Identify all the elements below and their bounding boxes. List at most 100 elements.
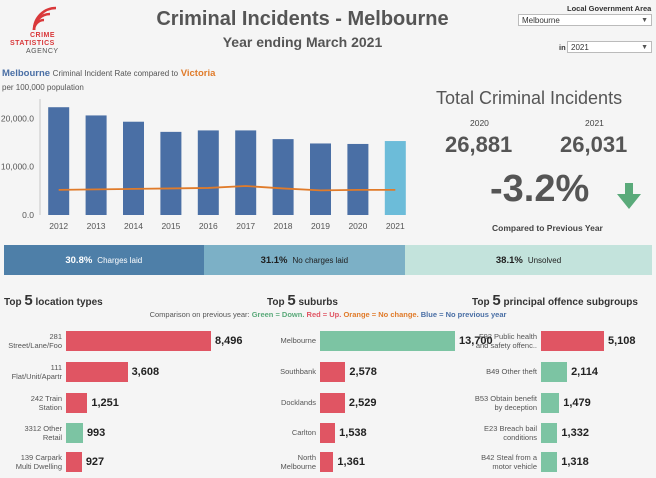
- bar-2020[interactable]: [347, 143, 369, 215]
- location-label: 111 Flat/Unit/Apartr: [11, 363, 62, 381]
- outcome-segment-0[interactable]: 30.8% Charges laid: [4, 245, 204, 275]
- bar-2018[interactable]: [272, 139, 294, 215]
- offence-value: 1,318: [561, 456, 589, 468]
- location-value: 3,608: [131, 366, 160, 378]
- logo: CRIME STATISTICS AGENCY: [8, 4, 68, 56]
- location-value: 8,496: [215, 335, 243, 347]
- bar-2021[interactable]: [384, 141, 406, 215]
- page-subtitle: Year ending March 2021: [222, 34, 383, 50]
- x-tick-label: 2021: [386, 221, 405, 231]
- suburb-bar[interactable]: [320, 362, 346, 382]
- offence-value: 1,479: [563, 397, 591, 409]
- rate-label: Criminal Incident Rate compared to: [52, 69, 179, 78]
- location-bar[interactable]: [66, 393, 88, 413]
- suburb-label: North Melbourne: [280, 453, 316, 471]
- offence-label: F92 Public health and safety offenc..: [475, 332, 537, 350]
- totals-year-prev: 2020: [470, 118, 489, 128]
- offence-label: B49 Other theft: [486, 367, 537, 376]
- offence-label: E23 Breach bail conditions: [484, 424, 537, 442]
- year-select[interactable]: 2021 ▼: [567, 41, 652, 53]
- x-tick-label: 2013: [87, 221, 106, 231]
- outcome-segment-1[interactable]: 31.1% No charges laid: [203, 245, 406, 275]
- year-select-value: 2021: [571, 43, 589, 52]
- suburb-value: 1,361: [337, 456, 365, 468]
- y-tick-label: 0.0: [22, 210, 34, 220]
- suburb-label: Melbourne: [280, 336, 316, 345]
- offence-bar[interactable]: [541, 393, 560, 413]
- bar-2012[interactable]: [48, 107, 70, 215]
- off-section-title: Top 5 principal offence subgroups: [472, 292, 638, 309]
- suburb-value: 1,538: [339, 427, 367, 439]
- location-bar[interactable]: [66, 423, 83, 443]
- location-value: 927: [85, 456, 105, 468]
- location-bar[interactable]: [66, 331, 211, 351]
- y-tick-label: 20,000.0: [1, 113, 34, 123]
- in-label: in: [559, 43, 566, 52]
- offence-bar[interactable]: [541, 423, 558, 443]
- area-select-value: Melbourne: [522, 16, 560, 25]
- location-label: 139 Carpark Multi Dwelling: [15, 453, 62, 471]
- location-value: 993: [86, 427, 106, 439]
- comparison-legend: Comparison on previous year: Green = Dow…: [149, 310, 507, 319]
- suburb-bar[interactable]: [320, 393, 345, 413]
- y-tick-label: 10,000.0: [1, 162, 34, 172]
- outcome-label: No charges laid: [292, 255, 349, 265]
- suburb-value: 13,700: [459, 335, 493, 347]
- sub-section-title: Top 5 suburbs: [267, 292, 338, 309]
- outcome-label: Unsolved: [527, 255, 562, 265]
- totals-value-prev: 26,881: [445, 132, 513, 157]
- bar-2013[interactable]: [85, 115, 107, 215]
- outcome-pct: 30.8%: [65, 254, 93, 266]
- logo-line-3: AGENCY: [26, 48, 59, 55]
- victoria-line: [58, 185, 396, 192]
- bar-2016[interactable]: [197, 130, 219, 215]
- area-select[interactable]: Melbourne ▼: [518, 14, 652, 26]
- offence-value: 5,108: [608, 335, 636, 347]
- suburb-value: 2,578: [349, 366, 377, 378]
- location-bar[interactable]: [66, 452, 82, 472]
- x-tick-label: 2014: [124, 221, 143, 231]
- offence-value: 2,114: [571, 366, 598, 378]
- offence-label: B53 Obtain benefit by deception: [474, 394, 537, 412]
- location-label: 242 Train Station: [30, 394, 62, 412]
- x-tick-label: 2020: [348, 221, 367, 231]
- rate-city: Melbourne: [2, 68, 51, 79]
- rate-chart: 0.0 10,000.0 20,000.0 2012 2013 2014 2015 2016 2…: [1, 99, 406, 231]
- totals-change: -3.2%: [490, 168, 590, 210]
- area-label: Local Government Area: [567, 4, 652, 13]
- suburb-bar[interactable]: [320, 423, 336, 443]
- totals-title: Total Criminal Incidents: [436, 88, 623, 108]
- location-bar[interactable]: [66, 362, 128, 382]
- logo-line-2: STATISTICS: [10, 40, 55, 47]
- loc-section-title: Top 5 location types: [4, 292, 103, 309]
- offence-value: 1,332: [561, 427, 589, 439]
- suburb-value: 2,529: [348, 397, 377, 409]
- x-tick-label: 2015: [161, 221, 180, 231]
- compared-label: Compared to Previous Year: [492, 223, 603, 233]
- page-title: Criminal Incidents - Melbourne: [156, 8, 449, 30]
- rate-chart-title: Melbourne Criminal Incident Rate compare…: [2, 68, 215, 79]
- bar-2014[interactable]: [123, 121, 144, 215]
- location-label: 281 Street/Lane/Foo: [8, 332, 62, 350]
- bar-2019[interactable]: [310, 143, 331, 215]
- outcome-pct: 38.1%: [495, 254, 523, 266]
- totals-year-cur: 2021: [585, 118, 604, 128]
- offence-bar[interactable]: [541, 331, 604, 351]
- x-tick-label: 2018: [274, 221, 293, 231]
- arrow-down-icon: [617, 183, 641, 209]
- offence-label: B42 Steal from a motor vehicle: [481, 453, 537, 471]
- chevron-down-icon: ▼: [641, 44, 648, 51]
- x-tick-label: 2017: [236, 221, 255, 231]
- x-tick-label: 2012: [49, 221, 68, 231]
- outcome-segment-2[interactable]: 38.1% Unsolved: [405, 245, 652, 275]
- bar-2017[interactable]: [235, 130, 257, 215]
- offence-bar[interactable]: [541, 362, 568, 382]
- chevron-down-icon: ▼: [641, 17, 648, 24]
- suburb-bar[interactable]: [320, 452, 334, 472]
- rate-compare: Victoria: [180, 68, 216, 79]
- suburb-bar[interactable]: [320, 331, 455, 351]
- bar-2015[interactable]: [160, 131, 182, 215]
- per-population-label: per 100,000 population: [2, 83, 84, 92]
- x-tick-label: 2019: [311, 221, 330, 231]
- offence-bar[interactable]: [541, 452, 558, 472]
